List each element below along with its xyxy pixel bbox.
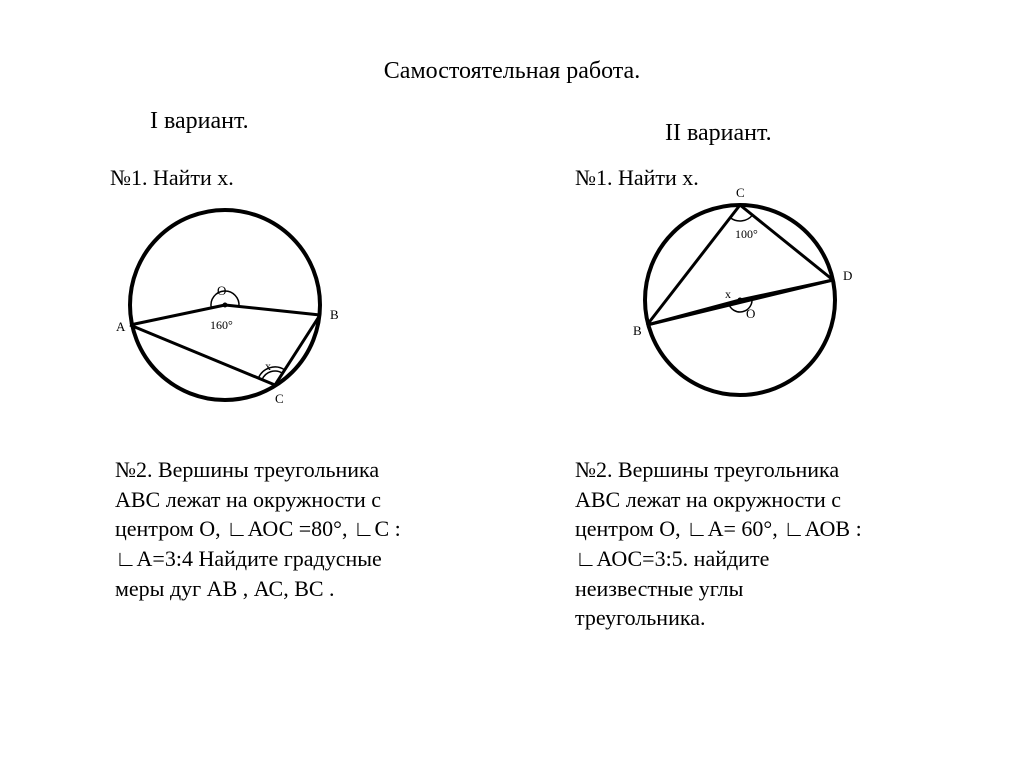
- variant-2-header: II вариант.: [665, 120, 772, 147]
- svg-text:C: C: [275, 391, 284, 406]
- variant-1-task-2-text: №2. Вершины треугольника АВС лежат на ок…: [115, 455, 425, 603]
- svg-text:B: B: [633, 323, 642, 338]
- svg-text:100°: 100°: [735, 227, 758, 241]
- svg-text:C: C: [736, 185, 745, 200]
- variant-1-diagram: O A B C 160° x: [90, 195, 360, 425]
- variant-1-header: I вариант.: [150, 108, 249, 135]
- svg-text:x: x: [725, 287, 731, 301]
- svg-text:D: D: [843, 268, 852, 283]
- svg-text:O: O: [217, 283, 226, 298]
- page-title: Самостоятельная работа.: [0, 58, 1024, 85]
- variant-2-diagram: O B C D 100° x: [585, 180, 895, 410]
- variant-2-task-2-text: №2. Вершины треугольника АВС лежат на ок…: [575, 455, 875, 633]
- svg-text:x: x: [265, 359, 271, 373]
- svg-text:160°: 160°: [210, 318, 233, 332]
- svg-text:O: O: [746, 306, 755, 321]
- svg-text:A: A: [116, 319, 126, 334]
- variant-1-task-1-label: №1. Найти х.: [110, 165, 234, 191]
- svg-text:B: B: [330, 307, 339, 322]
